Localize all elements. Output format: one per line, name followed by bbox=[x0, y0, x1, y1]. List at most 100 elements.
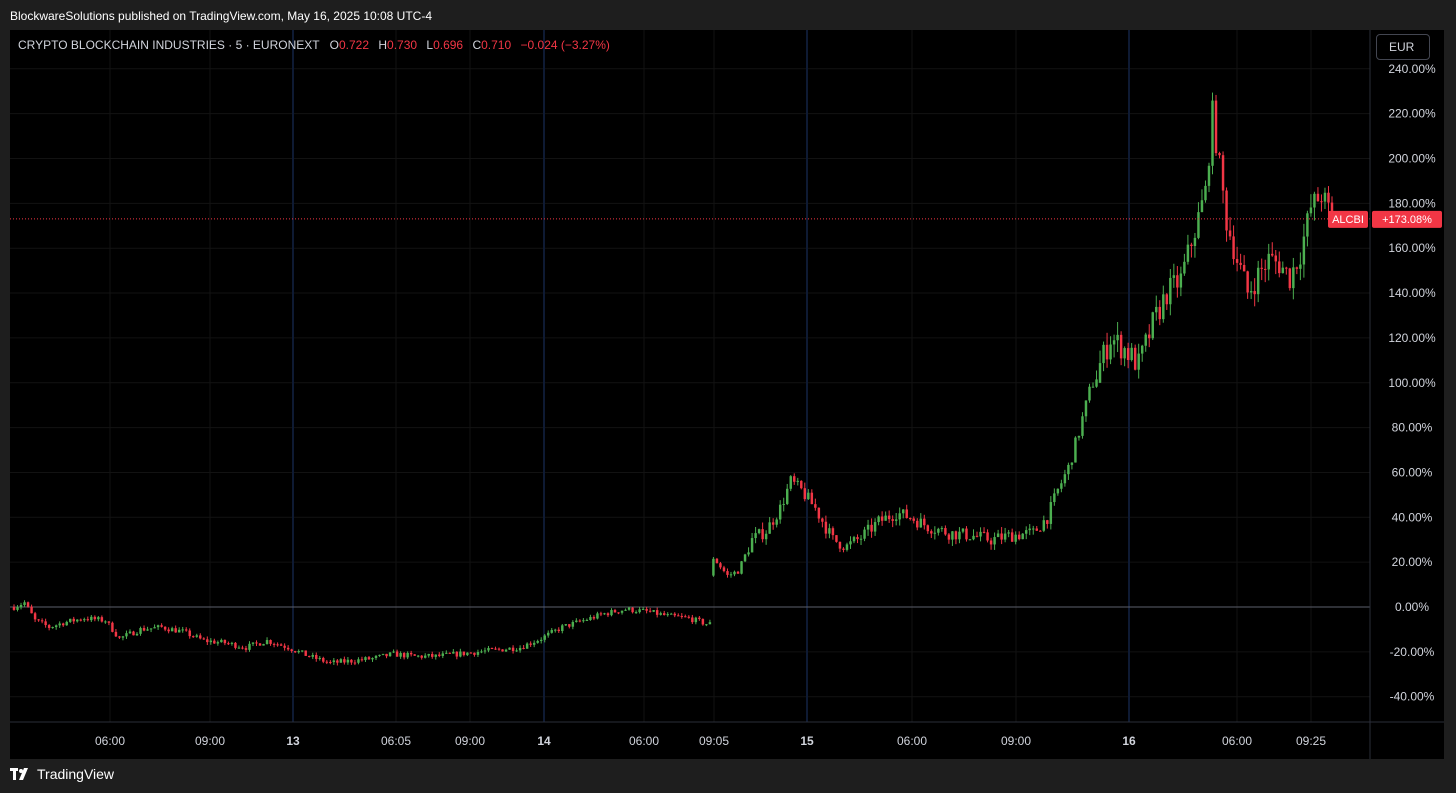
symbol-legend[interactable]: CRYPTO BLOCKCHAIN INDUSTRIES · 5 · EURON… bbox=[18, 38, 616, 52]
price-axis-label: 60.00% bbox=[1392, 465, 1433, 479]
candle bbox=[620, 610, 624, 615]
candle bbox=[698, 616, 701, 621]
candle bbox=[290, 648, 293, 653]
time-axis: 06:00 09:00 13 06:05 09:00 14 06:00 09:05 15 06:0… bbox=[95, 734, 1326, 748]
candle bbox=[789, 475, 792, 492]
candle bbox=[1116, 321, 1119, 353]
candle bbox=[107, 621, 111, 626]
candle bbox=[1176, 266, 1179, 298]
candle bbox=[982, 527, 986, 534]
price-axis-label: 40.00% bbox=[1392, 510, 1433, 524]
time-axis-label: 13 bbox=[286, 734, 300, 748]
candle bbox=[1211, 92, 1214, 175]
candle bbox=[835, 535, 838, 543]
candle bbox=[1288, 267, 1292, 291]
candle bbox=[374, 654, 378, 661]
candle bbox=[1010, 528, 1014, 542]
candle bbox=[1098, 350, 1102, 384]
candle bbox=[1042, 515, 1046, 533]
candle bbox=[905, 504, 908, 519]
candle bbox=[909, 517, 912, 521]
tradingview-logo-icon bbox=[10, 768, 28, 780]
candle bbox=[40, 618, 44, 624]
candle bbox=[803, 482, 807, 502]
candle bbox=[192, 635, 195, 638]
candle bbox=[86, 616, 90, 622]
candle bbox=[641, 606, 645, 610]
candle bbox=[83, 617, 86, 623]
candle bbox=[1316, 187, 1320, 202]
candle bbox=[1299, 252, 1302, 281]
candle bbox=[606, 612, 610, 618]
chart-panel[interactable]: 240.00% 220.00% 200.00% 180.00% 160.00% 140.0… bbox=[10, 30, 1444, 759]
candle bbox=[575, 618, 578, 623]
candle bbox=[993, 532, 996, 550]
candle bbox=[33, 611, 37, 623]
candle bbox=[283, 643, 286, 651]
candle bbox=[522, 645, 525, 650]
candle bbox=[793, 473, 796, 485]
candle bbox=[944, 525, 947, 536]
candle bbox=[1137, 343, 1140, 379]
candle bbox=[870, 518, 873, 538]
candle bbox=[800, 480, 803, 490]
candle bbox=[754, 526, 757, 544]
candle bbox=[392, 649, 395, 654]
candle bbox=[1112, 334, 1116, 358]
candle bbox=[1271, 242, 1274, 257]
candle bbox=[680, 613, 684, 619]
candle bbox=[684, 614, 687, 618]
time-axis-label: 06:00 bbox=[897, 734, 927, 748]
candle bbox=[877, 515, 880, 526]
price-chart[interactable]: 240.00%220.00%200.00%180.00%160.00%140.0… bbox=[10, 30, 1444, 759]
candle bbox=[972, 529, 975, 541]
candle bbox=[687, 615, 691, 619]
candle bbox=[603, 612, 606, 615]
candle bbox=[1190, 242, 1193, 258]
candle bbox=[652, 609, 655, 613]
candle bbox=[1049, 496, 1053, 530]
high-value: 0.730 bbox=[387, 38, 418, 52]
candle bbox=[1186, 234, 1190, 265]
candle bbox=[315, 652, 318, 662]
candle bbox=[1126, 342, 1130, 369]
time-axis-label: 06:00 bbox=[95, 734, 125, 748]
candle bbox=[638, 606, 641, 614]
candle bbox=[406, 651, 409, 660]
candle bbox=[364, 656, 367, 663]
candle bbox=[322, 656, 325, 664]
candle bbox=[244, 645, 248, 653]
low-label: L bbox=[426, 38, 434, 52]
candle bbox=[722, 565, 726, 573]
symbol-name: CRYPTO BLOCKCHAIN INDUSTRIES · 5 · EURON… bbox=[18, 38, 320, 52]
candle bbox=[624, 608, 627, 612]
candle bbox=[90, 614, 93, 622]
candle bbox=[76, 619, 79, 623]
candle bbox=[613, 608, 617, 613]
candle bbox=[571, 620, 575, 630]
candle bbox=[93, 615, 97, 622]
time-axis-label: 06:05 bbox=[381, 734, 411, 748]
close-label: C bbox=[472, 38, 482, 52]
ticker-tag: ALCBI bbox=[1328, 210, 1368, 228]
candle bbox=[1063, 469, 1067, 487]
change-value: −0.024 (−3.27%) bbox=[520, 38, 610, 52]
currency-button[interactable]: EUR bbox=[1376, 34, 1430, 60]
candle bbox=[525, 642, 529, 649]
candle bbox=[726, 568, 729, 578]
candle bbox=[1123, 346, 1126, 367]
candle bbox=[1246, 270, 1249, 299]
candle bbox=[1260, 258, 1263, 281]
candle bbox=[708, 619, 712, 625]
candle bbox=[1327, 186, 1330, 216]
candle bbox=[104, 620, 107, 624]
candle bbox=[230, 641, 234, 646]
candle bbox=[1081, 412, 1084, 439]
candle bbox=[1221, 151, 1225, 204]
candle bbox=[357, 657, 360, 665]
candle bbox=[318, 656, 322, 661]
candle bbox=[592, 615, 596, 621]
candle bbox=[733, 570, 736, 577]
candle bbox=[1109, 336, 1112, 365]
high-label: H bbox=[378, 38, 388, 52]
